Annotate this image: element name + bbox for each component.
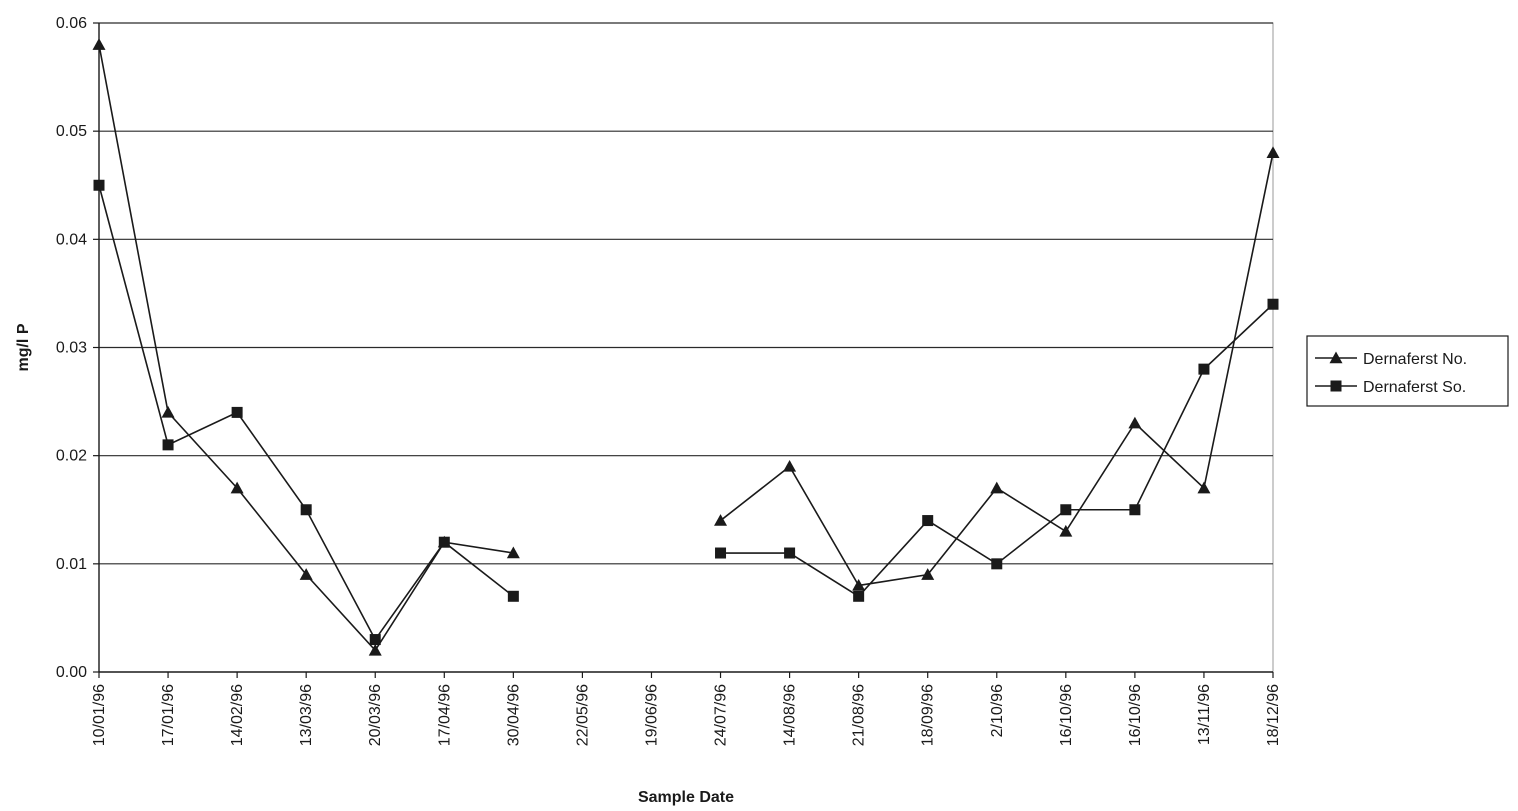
data-point (230, 481, 244, 494)
x-tick-label: 14/08/96 (782, 684, 799, 746)
series-2 (93, 179, 1279, 646)
x-tick-label: 16/10/96 (1058, 684, 1075, 746)
data-point (783, 459, 797, 472)
x-tick-label: 17/04/96 (436, 684, 453, 746)
data-point (921, 568, 935, 580)
y-tick-label: 0.06 (56, 15, 87, 32)
data-point (299, 568, 313, 580)
data-point (784, 547, 796, 559)
data-point (161, 405, 175, 418)
x-tick-label: 2/10/96 (989, 684, 1006, 737)
y-axis-title: mg/l P (15, 323, 32, 371)
data-point (853, 590, 865, 602)
x-tick-label: 10/01/96 (91, 684, 108, 746)
legend-box (1306, 335, 1509, 407)
x-tick-label: 14/02/96 (229, 684, 246, 746)
data-point (1129, 504, 1141, 516)
legend-marker (1329, 351, 1343, 364)
x-axis-title: Sample Date (638, 789, 734, 806)
y-tick-label: 0.01 (56, 556, 87, 573)
data-point (922, 515, 934, 527)
data-point (715, 547, 727, 559)
x-tick-label: 13/11/96 (1196, 684, 1213, 745)
x-tick-label: 13/03/96 (298, 684, 315, 746)
data-point (93, 179, 105, 191)
x-tick-label: 19/06/96 (643, 684, 660, 746)
legend-label: Dernaferst No. (1363, 351, 1467, 368)
x-tick-label: 18/09/96 (920, 684, 937, 746)
x-tick-label: 16/10/96 (1127, 684, 1144, 746)
y-tick-label: 0.04 (56, 231, 87, 248)
series-1 (92, 38, 1280, 656)
y-tick-label: 0.03 (56, 340, 87, 357)
data-point (991, 558, 1003, 570)
data-point (162, 439, 174, 451)
legend-marker (1330, 380, 1342, 392)
data-point (1267, 298, 1279, 310)
data-point (368, 643, 382, 656)
legend: Dernaferst No. Dernaferst So. (1306, 335, 1509, 407)
x-tick-label: 20/03/96 (367, 684, 384, 746)
data-point (1198, 363, 1210, 375)
data-point (1128, 416, 1142, 429)
data-point (714, 514, 728, 526)
legend-item: Dernaferst So. (1315, 379, 1466, 396)
data-point (1197, 481, 1211, 494)
x-tick-label: 17/01/96 (160, 684, 177, 746)
data-point (1059, 524, 1073, 537)
y-tick-label: 0.05 (56, 123, 87, 140)
x-tick-label: 21/08/96 (851, 684, 868, 746)
data-point (369, 634, 381, 646)
x-tick-label: 24/07/96 (713, 684, 730, 746)
data-point (1060, 504, 1072, 516)
x-tick-label: 18/12/96 (1265, 684, 1282, 746)
data-point (438, 536, 450, 548)
x-tick-label: 22/05/96 (574, 684, 591, 746)
legend-label: Dernaferst So. (1363, 379, 1466, 396)
data-point (506, 546, 520, 559)
data-point (990, 481, 1004, 494)
data-point (1266, 146, 1280, 158)
series-line (720, 152, 1274, 587)
data-point (507, 590, 519, 602)
data-point (852, 578, 866, 591)
legend-item: Dernaferst No. (1315, 351, 1467, 368)
data-point (300, 504, 312, 516)
data-point (92, 38, 106, 50)
x-tick-label: 30/04/96 (505, 684, 522, 746)
y-tick-label: 0.00 (56, 664, 87, 681)
y-tick-label: 0.02 (56, 448, 87, 465)
data-point (231, 406, 243, 418)
